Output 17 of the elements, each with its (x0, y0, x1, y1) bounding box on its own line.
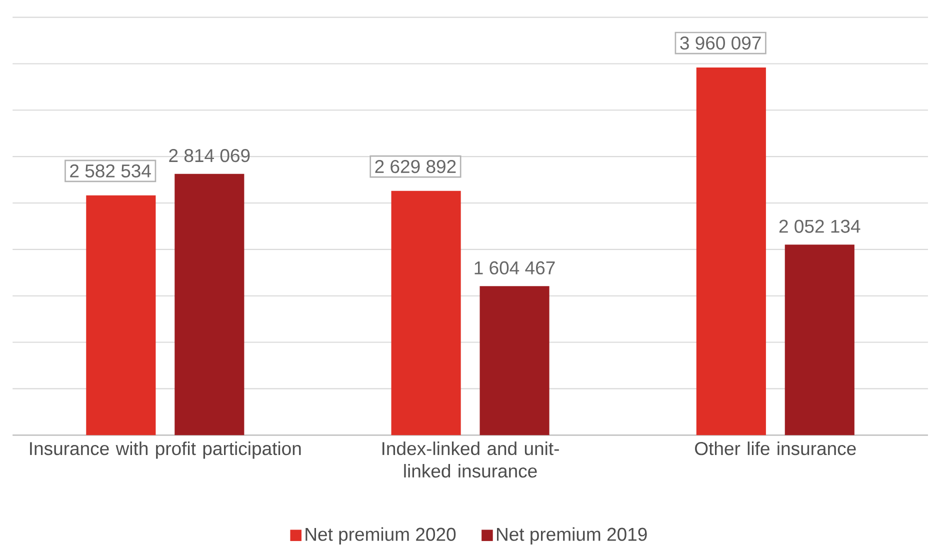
x-tick-label: Other life insurance (695, 442, 856, 456)
data-label: 1 604 467 (474, 261, 555, 275)
bar (696, 68, 766, 436)
x-tick-label: Index-linked and unit-linked insurance (382, 442, 559, 478)
legend-label: Net premium 2019 (497, 527, 647, 545)
bar (480, 286, 550, 436)
data-label: 2 052 134 (779, 220, 860, 233)
bar (174, 174, 244, 436)
bar (784, 244, 854, 436)
data-label: 2 629 892 (375, 160, 456, 174)
data-label: 2 582 534 (70, 164, 151, 178)
legend-label: Net premium 2020 (306, 527, 456, 545)
data-label: 3 960 097 (680, 36, 761, 50)
data-label: 2 814 069 (169, 149, 250, 162)
x-tick-label: Insurance with profit participation (30, 442, 301, 459)
bar (391, 191, 461, 436)
bar (86, 195, 156, 436)
